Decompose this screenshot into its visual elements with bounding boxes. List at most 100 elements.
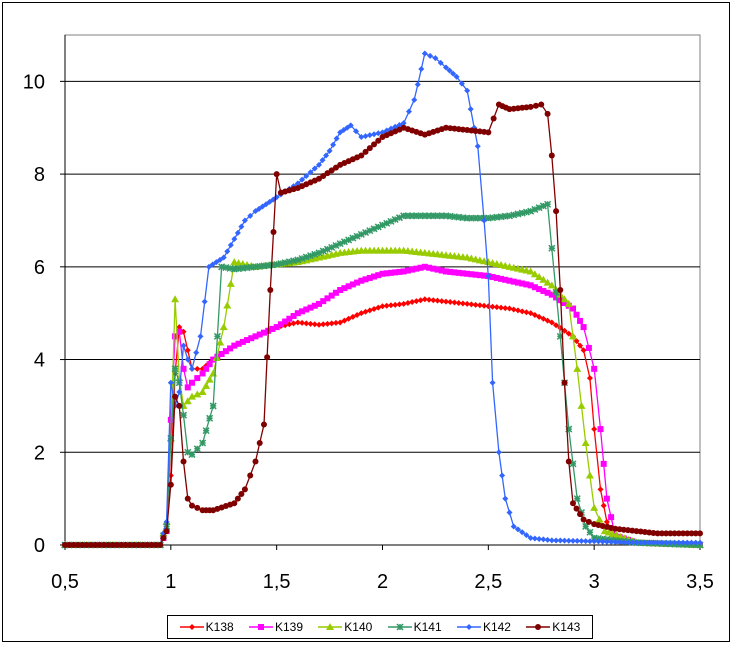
data-point-k142 [684,539,691,546]
data-point-k139 [324,295,331,302]
y-tick-label: 2 [34,442,45,464]
data-point-k139 [498,275,505,282]
data-point-k138 [493,304,500,311]
data-point-k138 [316,321,322,328]
data-point-k143 [148,542,155,548]
data-point-k139 [184,384,191,391]
data-point-k138 [320,321,327,328]
data-point-k143 [680,530,687,537]
data-point-k142 [658,539,665,546]
data-point-k143 [561,379,568,386]
data-point-k139 [203,365,210,372]
data-point-k142 [544,536,551,543]
data-point-k142 [671,539,678,546]
data-point-k139 [354,279,361,286]
data-point-k138 [481,302,488,309]
data-point-k142 [387,125,394,132]
data-point-k138 [345,315,352,322]
data-point-k139 [379,270,386,277]
data-point-k143 [585,518,592,525]
data-point-k143 [532,102,539,109]
data-point-k139 [536,286,543,293]
data-point-k138 [591,426,598,433]
data-point-k139 [180,365,187,372]
data-point-k142 [443,64,449,71]
data-point-k140 [595,515,604,523]
data-point-k140 [188,392,196,400]
y-tick-label: 10 [23,71,45,93]
data-point-k138 [510,306,517,313]
y-tick-label: 8 [34,164,45,186]
data-point-k138 [506,305,513,312]
data-point-k142 [502,495,509,502]
data-point-k141-stroke [193,445,201,453]
data-point-k141 [175,379,183,387]
data-point-k138 [290,320,297,327]
data-point-k143 [267,287,274,293]
data-point-k142 [514,526,521,533]
data-point-k139 [426,264,433,271]
data-point-k143 [241,486,248,493]
data-point-k143 [538,101,545,108]
legend-swatch [318,623,343,630]
data-point-k142 [467,106,474,113]
data-point-k141-stroke [206,414,214,422]
data-point-k143 [320,172,327,179]
x-tick-label: 1,5 [263,571,291,593]
data-point-k142 [646,539,653,546]
data-point-k138 [447,299,454,306]
data-point-k139 [337,287,344,293]
data-point-k142 [574,537,581,544]
y-tick-label: 6 [34,257,45,279]
legend-marker [535,624,542,630]
data-point-k139 [468,271,475,278]
data-point-k142 [405,108,412,115]
data-point-k139 [172,333,179,340]
data-point-k141 [206,414,214,422]
data-point-k139 [299,308,306,315]
data-point-k142 [330,141,337,148]
data-point-k142 [523,532,530,539]
data-point-k138 [536,313,543,320]
data-point-k139 [523,281,530,288]
data-point-k138 [519,308,526,315]
data-point-k139 [404,267,411,274]
x-tick-label: 3,5 [686,571,714,593]
data-point-k141 [209,402,217,410]
legend-label: K139 [274,620,303,634]
data-point-k139 [472,271,479,278]
legend-swatch [387,623,412,631]
data-point-k138 [553,322,560,329]
data-point-k141-stroke [277,260,285,268]
data-point-k139 [294,310,301,317]
data-point-k139 [548,291,555,298]
data-point-k142 [485,273,492,280]
data-point-k143 [565,458,572,465]
data-point-k141-stroke [569,460,577,468]
data-point-k139 [366,274,373,281]
data-point-k143 [122,542,129,548]
data-point-k143 [160,535,167,542]
data-point-k140 [202,381,211,389]
data-point-k143 [247,472,254,479]
data-point-k142 [450,70,457,77]
data-point-k143 [139,542,146,548]
data-point-k143 [238,491,245,497]
data-point-k141 [573,495,581,503]
y-tick-label: 4 [34,350,45,372]
data-point-k138 [464,300,471,307]
legend-swatch [456,624,481,630]
data-point-k142 [184,356,191,363]
data-point-k142 [224,248,231,255]
data-point-k139 [603,495,610,502]
data-point-k139 [540,287,547,294]
data-point-k138 [434,297,441,304]
data-point-k141-stroke [202,427,210,435]
data-point-k138 [502,305,509,312]
data-point-k141 [188,451,196,459]
data-point-k139 [430,265,437,272]
data-point-k139 [527,282,534,289]
data-point-k139 [341,285,348,292]
data-point-k143 [654,530,661,537]
